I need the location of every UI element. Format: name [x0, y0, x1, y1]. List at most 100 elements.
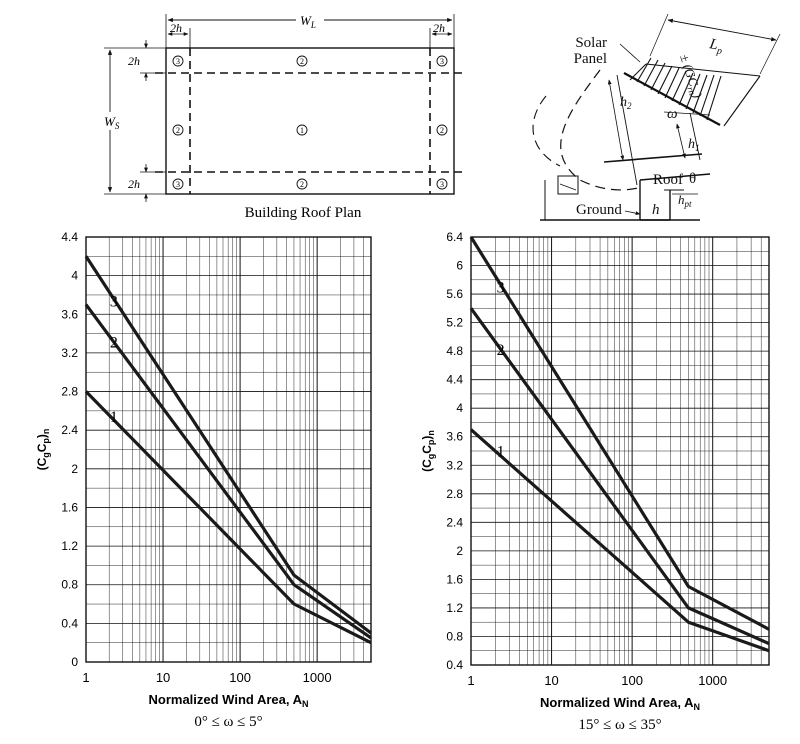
ground-label: Ground: [576, 202, 622, 218]
wind-flow-path: [560, 69, 639, 191]
series-line-2: [469, 307, 770, 646]
x-tick-label: 1: [82, 670, 89, 685]
gcrn-sub: rn: [685, 86, 697, 97]
solar-panel-label: Solar Panel: [574, 35, 607, 67]
plan-caption: Building Roof Plan: [245, 205, 362, 221]
y-tick-label: 1.6: [446, 572, 463, 586]
series-label-2: 2: [110, 335, 118, 352]
plot-frame: [85, 236, 372, 663]
zone-marker-label: 2: [176, 126, 180, 135]
edge-label-left-bottom: 2h: [128, 177, 140, 191]
y-tick-label: 0.4: [446, 658, 463, 672]
y-tick-label: 0.8: [61, 578, 78, 592]
grid-lines: [85, 236, 372, 663]
zone-marker-circle: [172, 124, 184, 136]
y-tick-label: 1.2: [61, 539, 78, 553]
series-line-3: [469, 236, 770, 631]
y-tick-label: 0.8: [446, 629, 463, 643]
edge-label-top-right: 2h: [433, 21, 445, 35]
series-line-3: [84, 255, 372, 635]
chart-subtitle: 15° ≤ ω ≤ 35°: [578, 717, 661, 733]
zone-boundaries: [155, 48, 465, 194]
roof-label: Roof: [653, 172, 683, 188]
h1-label: h: [688, 137, 695, 152]
panel-section-diagram: [532, 13, 781, 221]
grid-lines: [470, 236, 770, 666]
y-tick-label: 4: [71, 269, 78, 283]
roof-plan: WL 2h 2h WS 2h 2h 3 2 32 1 23 2 3 Building: [102, 12, 465, 221]
svg-text:WS: WS: [104, 114, 120, 131]
zone-marker-circle: [296, 124, 308, 136]
y-tick-label: 2.8: [446, 487, 463, 501]
series-line-1: [469, 428, 770, 653]
zone-marker-label: 2: [440, 126, 444, 135]
zone-marker-label: 2: [300, 57, 304, 66]
zone-marker-label: 3: [440, 180, 444, 189]
y-tick-label: 2.4: [446, 515, 463, 529]
zone-marker-label: 2: [300, 180, 304, 189]
x-tick-label: 1: [467, 673, 474, 688]
zone-marker-circle: [172, 55, 184, 67]
lp-sub: p: [715, 45, 723, 57]
y-tick-label: 4: [456, 401, 463, 415]
y-tick-label: 1.6: [61, 500, 78, 514]
gcrn-close: ): [689, 90, 705, 100]
pressure-hatch: [629, 57, 761, 127]
hpt-sub: pt: [684, 199, 693, 209]
x-axis-label: Normalized Wind Area, AN: [540, 695, 700, 712]
svg-text:h1: h1: [688, 137, 700, 153]
h1-sub: 1: [695, 143, 700, 153]
x-tick-label: 10: [156, 670, 170, 685]
y-tick-label: 6: [456, 259, 463, 273]
svg-text:± (GCrn): ± (GCrn): [675, 52, 705, 100]
zone-marker-label: 1: [300, 126, 304, 135]
svg-text:hpt: hpt: [678, 192, 692, 209]
series-label-1: 1: [110, 409, 118, 426]
x-tick-label: 100: [229, 670, 251, 685]
y-axis-label: (CgCp)n: [35, 429, 51, 471]
zone-marker-label: 3: [176, 180, 180, 189]
edge-label-top-left: 2h: [170, 21, 182, 35]
y-tick-label: 5.6: [446, 287, 463, 301]
h-label: h: [652, 202, 660, 218]
edge-dim-left-top: 2h: [128, 40, 148, 81]
y-tick-label: 4.4: [446, 373, 463, 387]
edge-dim-top-right: 2h: [431, 21, 453, 36]
zone-marker-label: 3: [176, 57, 180, 66]
series-label-3: 3: [497, 280, 505, 297]
zone-marker-circle: [296, 178, 308, 190]
chart-left: 0 0.4 0.8 1.2 1.6 2 2.4 2.8 3.2 3.6 4 4.4 1 10 100 1000…: [35, 230, 372, 730]
zone-marker-circle: [436, 178, 448, 190]
y-tick-label: 1.2: [446, 601, 463, 615]
y-tick-label: 4.4: [61, 230, 78, 244]
series-line-1: [84, 390, 372, 645]
x-tick-label: 1000: [303, 670, 332, 685]
zone-marker-circle: [172, 178, 184, 190]
h2-label: h: [620, 95, 627, 110]
wl-dimension: WL: [167, 12, 453, 30]
y-tick-label: 2: [71, 462, 78, 476]
series-label-2: 2: [497, 342, 505, 359]
theta-label: θ: [689, 171, 696, 187]
zone-marker-circle: [436, 124, 448, 136]
roof-line: [603, 153, 703, 163]
y-tick-label: 5.2: [446, 316, 463, 330]
x-tick-label: 1000: [698, 673, 727, 688]
x-tick-label: 10: [544, 673, 558, 688]
zone-marker-circle: [296, 55, 308, 67]
series-line-2: [84, 303, 372, 640]
zone-marker-circle: [436, 55, 448, 67]
wl-sub: L: [310, 20, 316, 30]
y-axis-label: (CgCp)n: [420, 430, 436, 472]
y-tick-label: 4.8: [446, 344, 463, 358]
y-tick-label: 0.4: [61, 616, 78, 630]
series-label-1: 1: [497, 444, 505, 461]
y-tick-label: 3.6: [61, 307, 78, 321]
chart-subtitle: 0° ≤ ω ≤ 5°: [194, 714, 262, 730]
lp-label: L: [707, 36, 719, 53]
svg-text:WL: WL: [300, 13, 316, 30]
chart-right: 0.4 0.8 1.2 1.6 2 2.4 2.8 3.2 3.6 4 4.4 4.8 5.2 5.6 6 6…: [420, 230, 770, 733]
ws-label: W: [104, 114, 116, 129]
zone-markers: 3 2 3 2 1 2 3 2 3: [172, 55, 448, 190]
